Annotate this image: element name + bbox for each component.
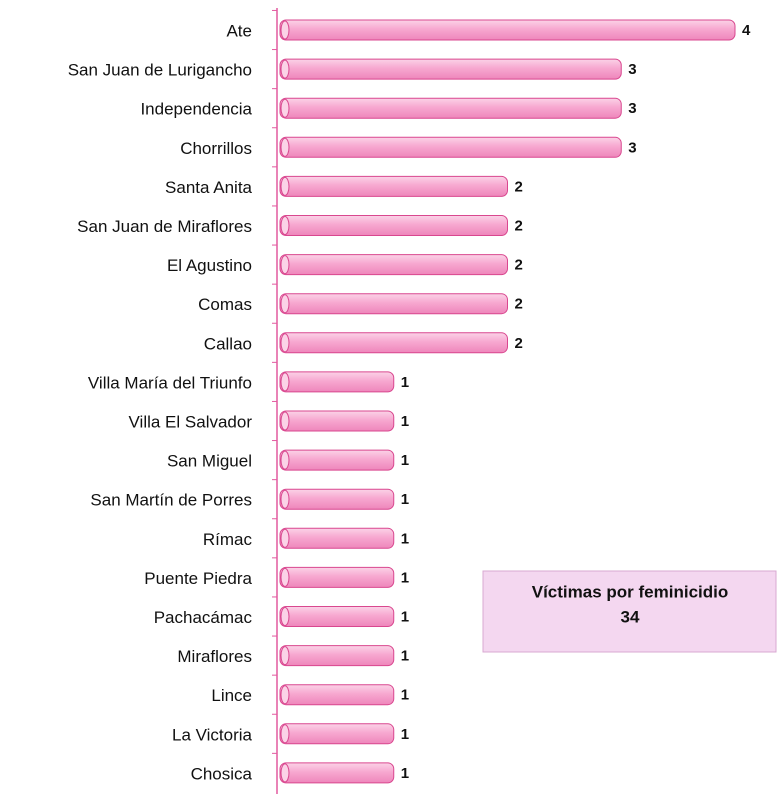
bar — [279, 215, 508, 236]
y-tick-label: San Martín de Porres — [90, 491, 252, 510]
bar — [279, 684, 395, 706]
y-tick-label: Rímac — [203, 530, 253, 549]
value-label: 1 — [401, 452, 409, 469]
bar — [279, 566, 395, 588]
bar-cap — [280, 20, 290, 40]
y-tick-label: Pachacámac — [154, 608, 253, 627]
y-tick-label: La Victoria — [172, 725, 253, 744]
bar — [279, 97, 622, 119]
y-tick-label: El Agustino — [167, 256, 252, 275]
y-tick-label: Santa Anita — [165, 178, 253, 197]
bar-cap — [280, 685, 290, 705]
bar — [279, 371, 395, 393]
bar — [279, 332, 508, 354]
annotation-value: 34 — [621, 607, 640, 626]
y-tick-label: San Miguel — [167, 452, 252, 471]
bar — [279, 254, 508, 276]
y-tick-label: San Juan de Lurigancho — [68, 61, 252, 80]
y-tick-label: Comas — [198, 295, 252, 314]
bar-cap — [280, 646, 290, 666]
bar-cap — [280, 411, 290, 431]
y-tick-label: Independencia — [140, 100, 252, 119]
annotation-box — [482, 570, 777, 653]
bar-cap — [280, 137, 290, 157]
bar — [279, 723, 395, 745]
bar-cap — [280, 724, 290, 744]
value-label: 1 — [401, 413, 409, 430]
bar — [279, 410, 395, 432]
value-label: 1 — [401, 726, 409, 743]
y-tick-label: Villa María del Triunfo — [88, 373, 252, 392]
bar — [279, 527, 395, 549]
y-tick-label: Puente Piedra — [144, 569, 252, 588]
bar-cap — [280, 333, 290, 353]
bar — [279, 449, 395, 471]
value-label: 1 — [401, 569, 409, 586]
y-tick-label: Chosica — [191, 764, 253, 783]
bar — [279, 488, 395, 510]
value-label: 3 — [628, 61, 636, 78]
value-label: 1 — [401, 648, 409, 665]
value-label: 1 — [401, 765, 409, 782]
value-label: 2 — [515, 296, 523, 313]
bar-cap — [280, 372, 290, 392]
annotation-title: Víctimas por feminicidio — [532, 582, 729, 601]
y-tick-label: San Juan de Miraflores — [77, 217, 252, 236]
bar — [279, 293, 508, 315]
value-label: 2 — [515, 217, 523, 234]
value-label: 1 — [401, 687, 409, 704]
bar-cap — [280, 59, 290, 79]
bar-cap — [280, 176, 290, 196]
y-tick-label: Lince — [211, 686, 252, 705]
bar — [279, 175, 508, 197]
y-tick-label: Ate — [226, 21, 252, 40]
value-label: 3 — [628, 100, 636, 117]
bar-cap — [280, 528, 290, 548]
bar-cap — [280, 294, 290, 314]
bar — [279, 762, 395, 784]
value-label: 1 — [401, 530, 409, 547]
bar-cap — [280, 763, 290, 783]
bar — [279, 58, 622, 80]
bar — [279, 606, 395, 627]
value-label: 2 — [515, 257, 523, 274]
value-label: 1 — [401, 491, 409, 508]
value-label: 3 — [628, 139, 636, 156]
bar — [279, 19, 736, 41]
bar-cap — [280, 255, 290, 275]
bar-cap — [280, 216, 290, 235]
bar-cap — [280, 489, 290, 509]
y-tick-label: Chorrillos — [180, 139, 252, 158]
bar-cap — [280, 567, 290, 587]
bar-cap — [280, 98, 290, 118]
y-tick-label: Villa El Salvador — [129, 412, 253, 431]
value-label: 2 — [515, 178, 523, 195]
value-label: 1 — [401, 374, 409, 391]
value-label: 4 — [742, 22, 751, 39]
value-label: 1 — [401, 608, 409, 625]
y-tick-label: Callao — [204, 334, 252, 353]
bar-cap — [280, 607, 290, 626]
bar — [279, 136, 622, 158]
bar-cap — [280, 450, 290, 470]
bar — [279, 645, 395, 667]
y-tick-label: Miraflores — [177, 647, 252, 666]
value-label: 2 — [515, 335, 523, 352]
